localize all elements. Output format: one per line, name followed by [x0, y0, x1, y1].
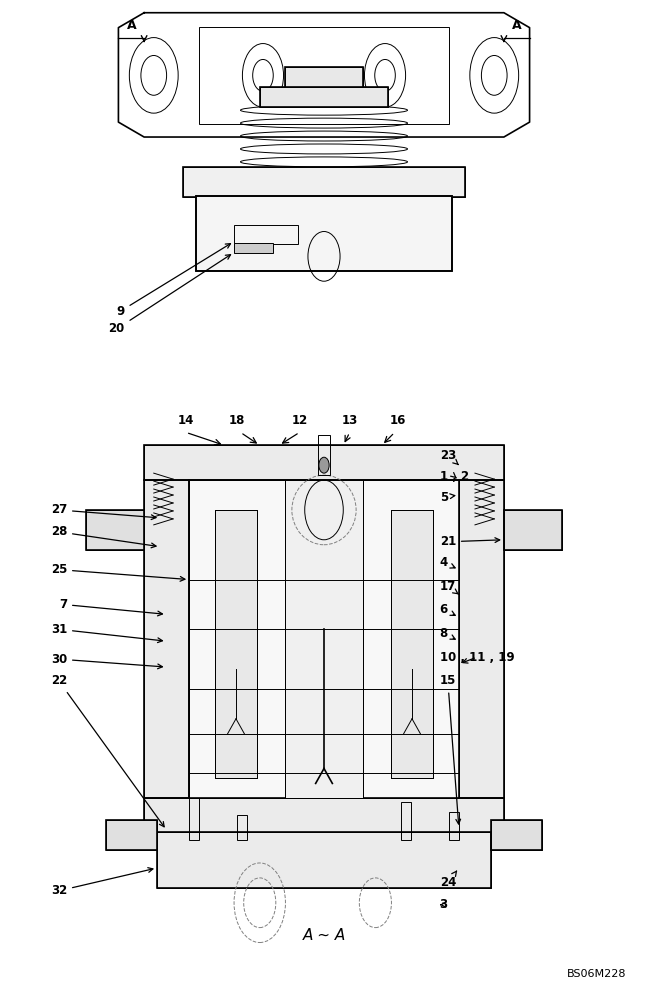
- Text: 30: 30: [51, 653, 163, 669]
- Text: 23: 23: [439, 449, 458, 465]
- Text: 16: 16: [389, 414, 406, 427]
- Text: 28: 28: [51, 525, 156, 548]
- Text: 9: 9: [117, 244, 231, 318]
- Bar: [189, 480, 459, 798]
- Text: 13: 13: [341, 414, 358, 427]
- Bar: [401, 802, 411, 840]
- Text: 31: 31: [51, 623, 163, 643]
- Bar: [260, 87, 388, 107]
- Bar: [106, 820, 157, 850]
- Text: 8: 8: [439, 627, 455, 640]
- Text: 32: 32: [51, 868, 153, 897]
- Bar: [157, 832, 491, 888]
- Bar: [189, 798, 199, 840]
- Bar: [144, 480, 189, 798]
- Bar: [144, 480, 189, 798]
- Bar: [144, 798, 504, 833]
- Bar: [214, 510, 257, 778]
- Bar: [157, 832, 491, 888]
- Text: 6: 6: [439, 603, 455, 616]
- Circle shape: [481, 55, 507, 95]
- Bar: [391, 510, 434, 778]
- Bar: [260, 87, 388, 107]
- Text: 21: 21: [439, 535, 500, 548]
- Text: 18: 18: [229, 414, 246, 427]
- Bar: [106, 820, 157, 850]
- Bar: [183, 167, 465, 197]
- Bar: [391, 510, 434, 778]
- Text: 22: 22: [51, 674, 164, 827]
- Text: 10 , 11 , 19: 10 , 11 , 19: [439, 651, 515, 664]
- Bar: [286, 67, 362, 87]
- Text: 15: 15: [439, 674, 461, 824]
- Text: 14: 14: [178, 414, 194, 427]
- Bar: [237, 815, 247, 840]
- Text: A ~ A: A ~ A: [303, 928, 345, 943]
- Bar: [449, 812, 459, 840]
- Bar: [196, 196, 452, 271]
- Bar: [214, 510, 257, 778]
- Circle shape: [319, 457, 329, 473]
- Bar: [144, 445, 504, 480]
- Bar: [196, 196, 452, 271]
- Bar: [504, 510, 562, 550]
- Text: A: A: [512, 19, 522, 32]
- Text: BS06M228: BS06M228: [566, 969, 626, 979]
- Text: 4: 4: [439, 556, 455, 569]
- Bar: [144, 445, 504, 480]
- Bar: [286, 67, 362, 87]
- Text: 20: 20: [109, 255, 231, 335]
- Bar: [286, 480, 362, 798]
- Bar: [189, 480, 459, 798]
- Bar: [144, 798, 504, 833]
- Text: 27: 27: [51, 503, 156, 520]
- Bar: [183, 167, 465, 197]
- Bar: [491, 820, 542, 850]
- Circle shape: [141, 55, 167, 95]
- Bar: [491, 820, 542, 850]
- Bar: [286, 480, 362, 798]
- Bar: [318, 435, 330, 475]
- Text: 7: 7: [59, 598, 163, 616]
- Text: 24: 24: [439, 871, 457, 889]
- Bar: [86, 510, 144, 550]
- Text: 17: 17: [439, 580, 459, 594]
- Bar: [86, 510, 144, 550]
- Bar: [199, 27, 449, 124]
- Text: 5: 5: [439, 491, 455, 504]
- Text: 25: 25: [51, 563, 185, 581]
- Bar: [459, 480, 504, 798]
- Text: 1 , 2: 1 , 2: [439, 470, 469, 483]
- Bar: [234, 225, 298, 244]
- Bar: [234, 243, 273, 253]
- Bar: [504, 510, 562, 550]
- Text: 12: 12: [292, 414, 308, 427]
- Bar: [459, 480, 504, 798]
- Text: 3: 3: [439, 898, 448, 911]
- Text: A: A: [126, 19, 136, 32]
